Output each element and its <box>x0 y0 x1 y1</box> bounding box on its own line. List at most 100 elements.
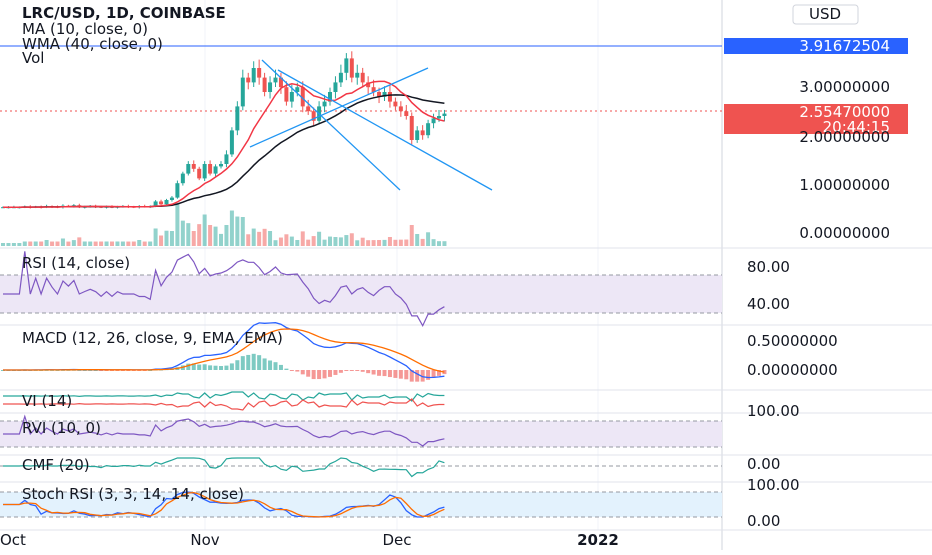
candle-body <box>371 87 376 92</box>
volume-bar <box>306 239 311 246</box>
macd-hist-bar <box>328 370 332 377</box>
macd-hist-bar <box>409 370 414 382</box>
candle-body <box>159 201 164 205</box>
volume-bar <box>169 231 174 246</box>
vi-legend: VI (14) <box>22 392 72 410</box>
time-label-2022: 2022 <box>577 531 619 549</box>
volume-bar <box>44 240 49 246</box>
wma-line <box>3 94 445 208</box>
candle-body <box>186 164 191 174</box>
macd-hist-bar <box>382 370 387 377</box>
macd-hist-bar <box>420 370 425 382</box>
volume-bar <box>338 237 343 246</box>
ma-legend: MA (10, close, 0) <box>22 20 148 38</box>
volume-bar <box>33 241 38 246</box>
volume-bar <box>300 231 305 246</box>
volume-bar <box>409 225 414 246</box>
volume-bar <box>153 228 158 246</box>
macd-hist-bar <box>355 370 360 371</box>
candle-body <box>333 82 338 92</box>
macd-hist-bar <box>371 370 376 375</box>
volume-bar <box>415 234 420 246</box>
macd-hist-bar <box>393 370 398 378</box>
volume-bar <box>240 217 245 246</box>
macd-hist-bar <box>306 370 311 377</box>
macd-hist-bar <box>442 370 447 375</box>
volume-bar <box>311 236 316 246</box>
macd-hist-bar <box>235 360 240 370</box>
candle-body <box>235 106 240 131</box>
volume-bar <box>104 241 109 246</box>
candle-body <box>355 72 360 78</box>
volume-bar <box>55 241 60 246</box>
candle-body <box>251 68 256 83</box>
volume-bar <box>191 231 196 246</box>
price-tick-0: 0.00000000 <box>799 224 890 242</box>
stoch-tick-100: 100.00 <box>747 476 800 494</box>
volume-bar <box>431 239 436 246</box>
volume-bars <box>1 203 447 246</box>
rvi-legend: RVI (10, 0) <box>22 419 101 437</box>
macd-hist-bar <box>322 370 327 379</box>
volume-bar <box>159 235 164 246</box>
price-tick-1: 1.00000000 <box>799 176 890 194</box>
candle-body <box>295 87 300 92</box>
currency-button[interactable]: USD <box>792 4 859 25</box>
candle-body <box>262 77 267 92</box>
volume-bar <box>197 224 202 246</box>
volume-bar <box>360 237 365 246</box>
vi-tick-100: 100.00 <box>747 402 800 420</box>
volume-bar <box>382 239 387 246</box>
volume-bar <box>142 241 147 246</box>
macd-hist-bar <box>213 365 218 370</box>
macd-hist-bar <box>219 366 223 370</box>
volume-bar <box>289 236 294 246</box>
volume-bar <box>6 243 11 246</box>
volume-bar <box>371 240 376 246</box>
volume-bar <box>322 239 327 246</box>
candle-body <box>191 164 196 169</box>
volume-bar <box>328 236 332 246</box>
candle-body <box>349 58 354 78</box>
candle-body <box>344 58 349 73</box>
candles <box>1 51 447 209</box>
candle-body <box>289 92 294 102</box>
candle-body <box>420 130 425 136</box>
volume-bar <box>202 214 207 246</box>
volume-bar <box>393 239 398 246</box>
volume-bar <box>224 225 229 246</box>
macd-hist-bar <box>377 370 382 376</box>
volume-bar <box>50 241 55 246</box>
macd-hist-bar <box>82 369 87 371</box>
volume-bar <box>28 241 33 246</box>
cmf-legend: CMF (20) <box>22 456 90 474</box>
volume-bar <box>251 228 256 246</box>
candle-body <box>322 101 327 107</box>
macd-hist-bar <box>186 363 191 370</box>
trend-line-down-1 <box>261 59 401 191</box>
svg-text:2.55470000: 2.55470000 <box>799 103 890 121</box>
volume-bar <box>115 241 120 246</box>
candle-body <box>311 111 316 121</box>
trend-lines[interactable] <box>249 59 493 191</box>
trend-line-up <box>249 67 429 148</box>
price-tick-3: 3.00000000 <box>799 78 890 96</box>
volume-bar <box>257 231 262 246</box>
stoch-legend: Stoch RSI (3, 3, 14, 14, close) <box>22 485 244 503</box>
macd-hist-bar <box>311 370 316 380</box>
macd-hist-bar <box>224 365 229 370</box>
rsi-tick-80: 80.00 <box>747 258 790 276</box>
vol-legend: Vol <box>22 49 44 67</box>
volume-bar <box>131 241 136 246</box>
volume-bar <box>262 228 267 246</box>
stoch-tick-0: 0.00 <box>747 512 780 530</box>
macd-hist-bar <box>99 370 104 371</box>
volume-bar <box>377 240 382 246</box>
macd-hist-bar <box>229 363 234 370</box>
volume-bar <box>284 234 289 246</box>
volume-bar <box>366 240 371 246</box>
ma-line <box>3 80 445 208</box>
volume-bar <box>420 238 425 246</box>
